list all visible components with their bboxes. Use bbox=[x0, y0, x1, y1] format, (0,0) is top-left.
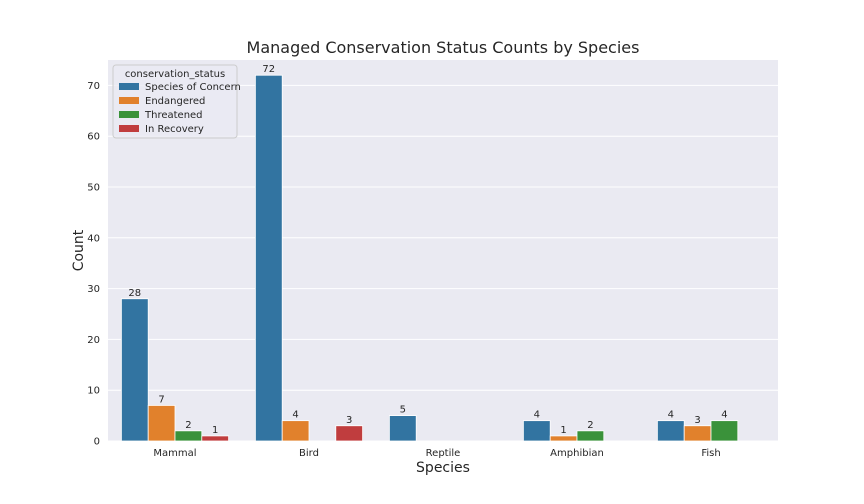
legend-swatch bbox=[119, 125, 139, 132]
y-tick-label: 0 bbox=[94, 437, 100, 448]
y-tick-label: 30 bbox=[87, 284, 100, 295]
y-tick-label: 70 bbox=[87, 81, 100, 92]
data-label: 72 bbox=[262, 64, 275, 75]
bar bbox=[710, 420, 739, 442]
legend-swatch bbox=[119, 111, 139, 118]
data-label: 4 bbox=[534, 410, 540, 421]
bar bbox=[174, 430, 203, 442]
x-tick-label: Mammal bbox=[153, 448, 196, 459]
x-axis-label: Species bbox=[416, 460, 470, 476]
legend-items: Species of Concern Endangered Threatened In… bbox=[119, 82, 241, 135]
y-tick-label: 60 bbox=[87, 132, 100, 143]
bar bbox=[549, 435, 578, 442]
legend: conservation_status Species of Concern En… bbox=[112, 64, 241, 139]
legend-title: conservation_status bbox=[125, 69, 225, 80]
bar bbox=[201, 435, 230, 442]
bar bbox=[335, 425, 363, 442]
y-tick-label: 50 bbox=[87, 183, 100, 194]
data-label: 2 bbox=[587, 420, 593, 431]
data-label: 5 bbox=[400, 405, 406, 416]
legend-label: Species of Concern bbox=[145, 82, 241, 93]
y-tick-label: 20 bbox=[87, 335, 100, 346]
data-label: 1 bbox=[212, 425, 218, 436]
bar bbox=[388, 415, 417, 442]
legend-label: Threatened bbox=[144, 110, 203, 121]
legend-box bbox=[112, 64, 238, 139]
data-label: 4 bbox=[668, 410, 674, 421]
bar bbox=[523, 420, 551, 442]
data-label: 4 bbox=[721, 410, 727, 421]
data-label: 2 bbox=[185, 420, 191, 431]
bar bbox=[576, 430, 605, 442]
data-label: 28 bbox=[128, 288, 141, 299]
data-label: 3 bbox=[694, 415, 700, 426]
bar bbox=[657, 420, 685, 442]
data-label: 7 bbox=[158, 394, 164, 405]
bar bbox=[281, 420, 310, 442]
y-tick-label: 10 bbox=[87, 386, 100, 397]
y-axis-ticks: 0 10 20 30 40 50 60 70 bbox=[87, 81, 100, 448]
data-label: 4 bbox=[292, 410, 298, 421]
data-label: 3 bbox=[346, 415, 352, 426]
y-tick-label: 40 bbox=[87, 233, 100, 244]
bar bbox=[683, 425, 712, 442]
chart-title: Managed Conservation Status Counts by Sp… bbox=[247, 38, 640, 57]
x-axis-ticks: Mammal Bird Reptile Amphibian Fish bbox=[153, 448, 720, 459]
x-tick-label: Amphibian bbox=[550, 448, 604, 459]
bar bbox=[254, 74, 283, 442]
y-axis-label: Count bbox=[71, 229, 87, 271]
x-tick-label: Bird bbox=[299, 448, 319, 459]
legend-swatch bbox=[119, 83, 139, 90]
bar bbox=[121, 298, 149, 442]
legend-label: Endangered bbox=[145, 96, 205, 107]
x-tick-label: Reptile bbox=[426, 448, 461, 459]
bars bbox=[121, 74, 739, 442]
data-label: 1 bbox=[560, 425, 566, 436]
x-tick-label: Fish bbox=[701, 448, 720, 459]
legend-swatch bbox=[119, 97, 139, 104]
bar bbox=[147, 405, 176, 442]
legend-label: In Recovery bbox=[145, 124, 204, 135]
